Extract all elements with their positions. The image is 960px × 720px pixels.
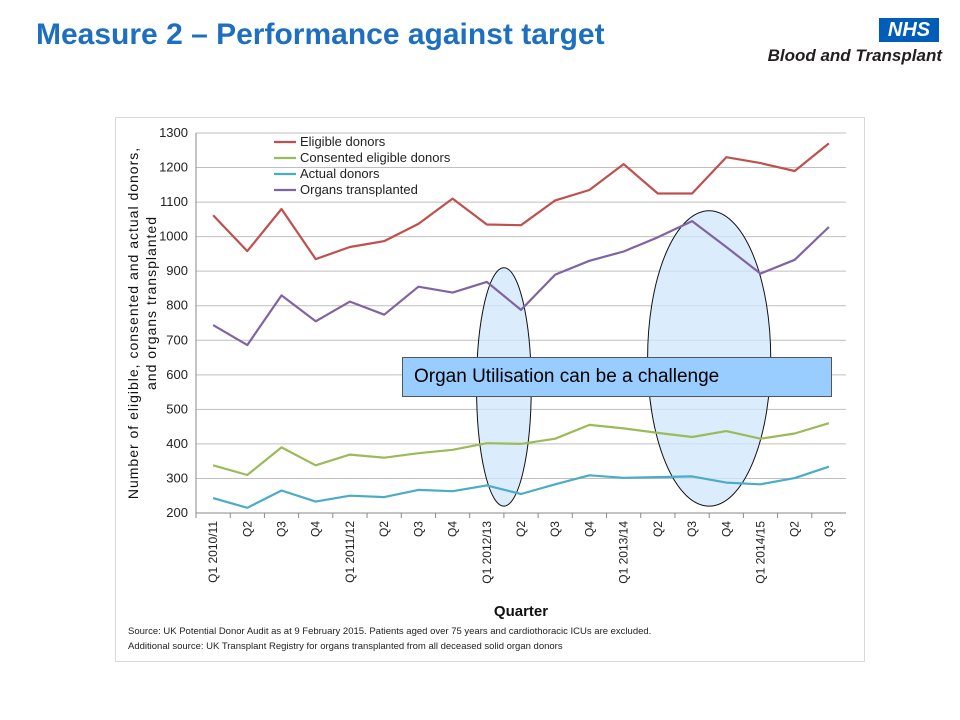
y-tick-label: 800 bbox=[166, 298, 188, 313]
y-tick-label: 1200 bbox=[159, 160, 188, 175]
legend-label-eligible-donors: Eligible donors bbox=[300, 134, 386, 149]
y-axis-label-line-2: and organs transplanted bbox=[143, 216, 159, 390]
x-tick-label: Q1 2010/11 bbox=[206, 521, 220, 583]
series-line-actual-donors bbox=[212, 465, 830, 509]
x-tick-label: Q2 bbox=[377, 521, 391, 537]
legend-label-consented-eligible-donors: Consented eligible donors bbox=[300, 150, 451, 165]
y-tick-label: 1100 bbox=[160, 194, 188, 209]
x-tick-label: Q1 2014/15 bbox=[753, 521, 767, 584]
y-tick-label: 300 bbox=[166, 470, 188, 485]
x-tick-label: Q3 bbox=[822, 521, 836, 537]
nhs-badge: NHS bbox=[879, 18, 939, 42]
nhsbt-logo: NHS Blood and Transplant bbox=[752, 18, 942, 70]
x-tick-label: Q2 bbox=[651, 521, 665, 537]
callout-box: Organ Utilisation can be a challenge bbox=[402, 357, 832, 397]
source-note-1: Source: UK Potential Donor Audit as at 9… bbox=[128, 626, 651, 637]
x-tick-label: Q4 bbox=[309, 521, 323, 537]
y-tick-label: 1300 bbox=[159, 125, 188, 140]
source-note-2: Additional source: UK Transplant Registr… bbox=[128, 641, 563, 652]
series-line-eligible-donors bbox=[212, 142, 830, 261]
y-tick-label: 500 bbox=[166, 401, 188, 416]
y-tick-label: 1000 bbox=[159, 229, 188, 244]
legend-label-actual-donors: Actual donors bbox=[300, 166, 380, 181]
y-tick-label: 200 bbox=[166, 505, 188, 520]
series-lines bbox=[212, 142, 830, 509]
series-line-organs-transplanted bbox=[212, 219, 830, 347]
slide-title: Measure 2 – Performance against target bbox=[36, 18, 605, 51]
x-tick-label: Q2 bbox=[514, 521, 528, 537]
x-tick-label: Q1 2011/12 bbox=[343, 521, 357, 583]
x-axis-ticks: Q1 2010/11 Q2 Q3 Q4 Q1 2011/12 Q2 Q3 Q4 Q1 2012/… bbox=[195, 513, 836, 584]
x-tick-label: Q4 bbox=[582, 521, 596, 537]
legend-label-organs-transplanted: Organs transplanted bbox=[300, 182, 418, 197]
x-tick-label: Q4 bbox=[719, 521, 733, 537]
y-tick-label: 900 bbox=[166, 263, 188, 278]
x-tick-label: Q3 bbox=[548, 521, 562, 537]
x-tick-label: Q2 bbox=[788, 521, 802, 537]
x-tick-label: Q1 2012/13 bbox=[480, 521, 494, 584]
organisation-name: Blood and Transplant bbox=[767, 46, 942, 65]
y-tick-label: 700 bbox=[166, 332, 188, 347]
y-axis-ticks: 200 300 400 500 600 700 800 900 1000 1100 1200 1300 bbox=[159, 125, 188, 520]
y-tick-label: 400 bbox=[166, 436, 188, 451]
x-tick-label: Q2 bbox=[240, 521, 254, 537]
x-tick-label: Q3 bbox=[411, 521, 425, 537]
y-tick-label: 600 bbox=[166, 367, 188, 382]
y-axis-label-line-1: Number of eligible, consented and actual… bbox=[125, 147, 141, 499]
x-tick-label: Q3 bbox=[275, 521, 289, 537]
series-line-consented-eligible-donors bbox=[212, 422, 830, 477]
x-tick-label: Q3 bbox=[685, 521, 699, 537]
x-tick-label: Q1 2013/14 bbox=[617, 521, 631, 584]
x-axis-label: Quarter bbox=[494, 603, 548, 620]
x-tick-label: Q4 bbox=[446, 521, 460, 537]
